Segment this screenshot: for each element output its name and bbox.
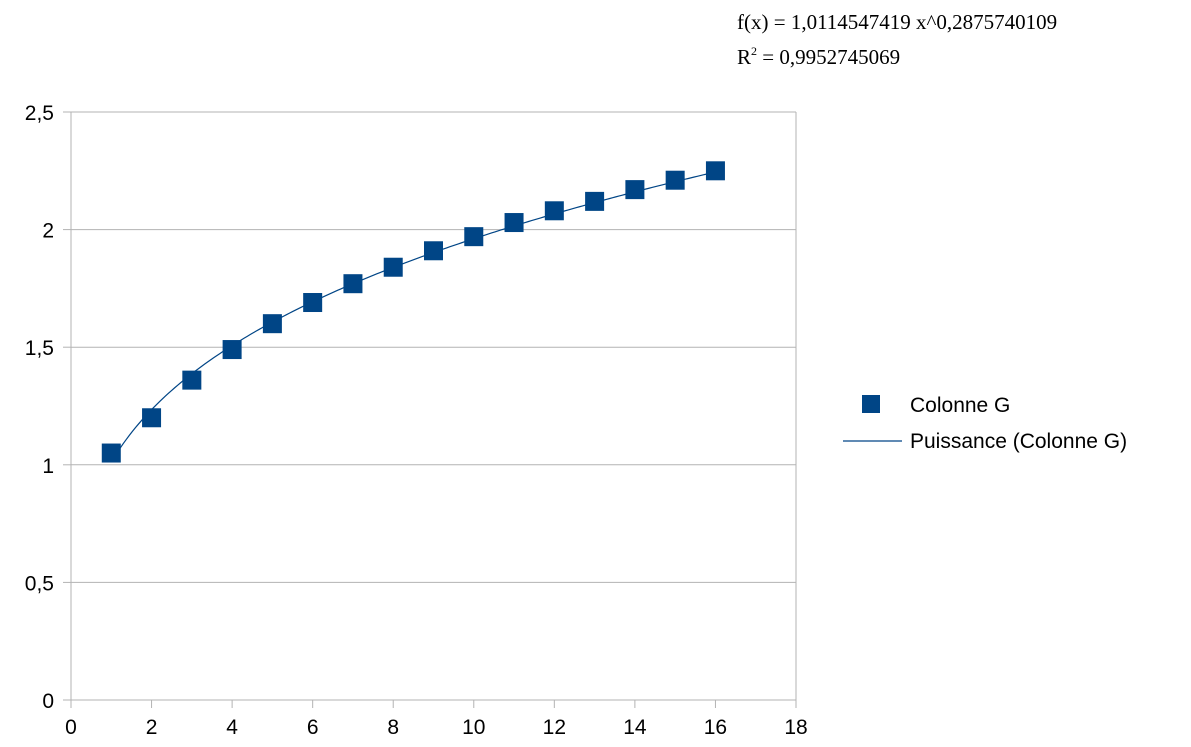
data-point — [625, 180, 645, 200]
gridlines — [71, 111, 796, 583]
y-tick-label: 1 — [42, 455, 54, 478]
data-point — [343, 274, 363, 294]
y-tick-label: 2 — [42, 220, 54, 243]
x-tick-label: 12 — [543, 716, 566, 739]
y-tick-label: 2,5 — [25, 102, 54, 125]
data-point — [464, 227, 484, 247]
legend-label-trendline: Puissance (Colonne G) — [910, 430, 1127, 453]
x-tick-label: 18 — [784, 716, 807, 739]
data-points — [101, 161, 725, 463]
x-tick-label: 14 — [623, 716, 647, 739]
x-tick-label: 8 — [387, 716, 399, 739]
data-point — [585, 191, 605, 211]
data-point — [705, 161, 725, 181]
r-squared-value: = 0,9952745069 — [757, 45, 901, 69]
y-tick-label: 0 — [42, 690, 54, 713]
r-squared-r: R — [737, 45, 752, 69]
data-point — [303, 293, 323, 313]
x-tick-label: 16 — [704, 716, 727, 739]
r-squared-superscript: 2 — [751, 44, 758, 58]
data-point — [544, 201, 564, 221]
axes — [63, 111, 797, 708]
x-tick-label: 6 — [307, 716, 319, 739]
r-squared-label: R2 = 0,9952745069 — [737, 44, 901, 69]
y-axis-tick-labels: 0 0,5 1 1,5 2 2,5 — [25, 102, 54, 713]
y-tick-label: 0,5 — [25, 572, 54, 595]
data-point — [665, 170, 685, 190]
y-tick-label: 1,5 — [25, 337, 54, 360]
data-point — [262, 314, 282, 334]
x-tick-label: 10 — [462, 716, 485, 739]
x-tick-label: 2 — [146, 716, 158, 739]
legend: Colonne G Puissance (Colonne G) — [843, 394, 1127, 453]
data-point — [182, 370, 202, 390]
data-point — [222, 340, 242, 360]
legend-marker-colonne-g — [862, 395, 880, 413]
data-point — [101, 443, 121, 463]
data-point — [424, 241, 443, 261]
trendline-group — [110, 171, 716, 463]
equation-text: f(x) = 1,0114547419 x^0,2875740109 — [737, 10, 1058, 34]
trendline-power — [110, 171, 716, 463]
trendline-equation: f(x) = 1,0114547419 x^0,2875740109 — [737, 12, 1057, 33]
x-tick-label: 4 — [226, 716, 238, 739]
x-axis-tick-labels: 0 2 4 6 8 10 12 14 16 18 — [65, 716, 808, 739]
data-point — [383, 257, 403, 277]
data-point — [142, 408, 162, 428]
x-tick-label: 0 — [65, 716, 77, 739]
data-point — [504, 213, 524, 233]
legend-label-colonne-g: Colonne G — [910, 394, 1010, 417]
